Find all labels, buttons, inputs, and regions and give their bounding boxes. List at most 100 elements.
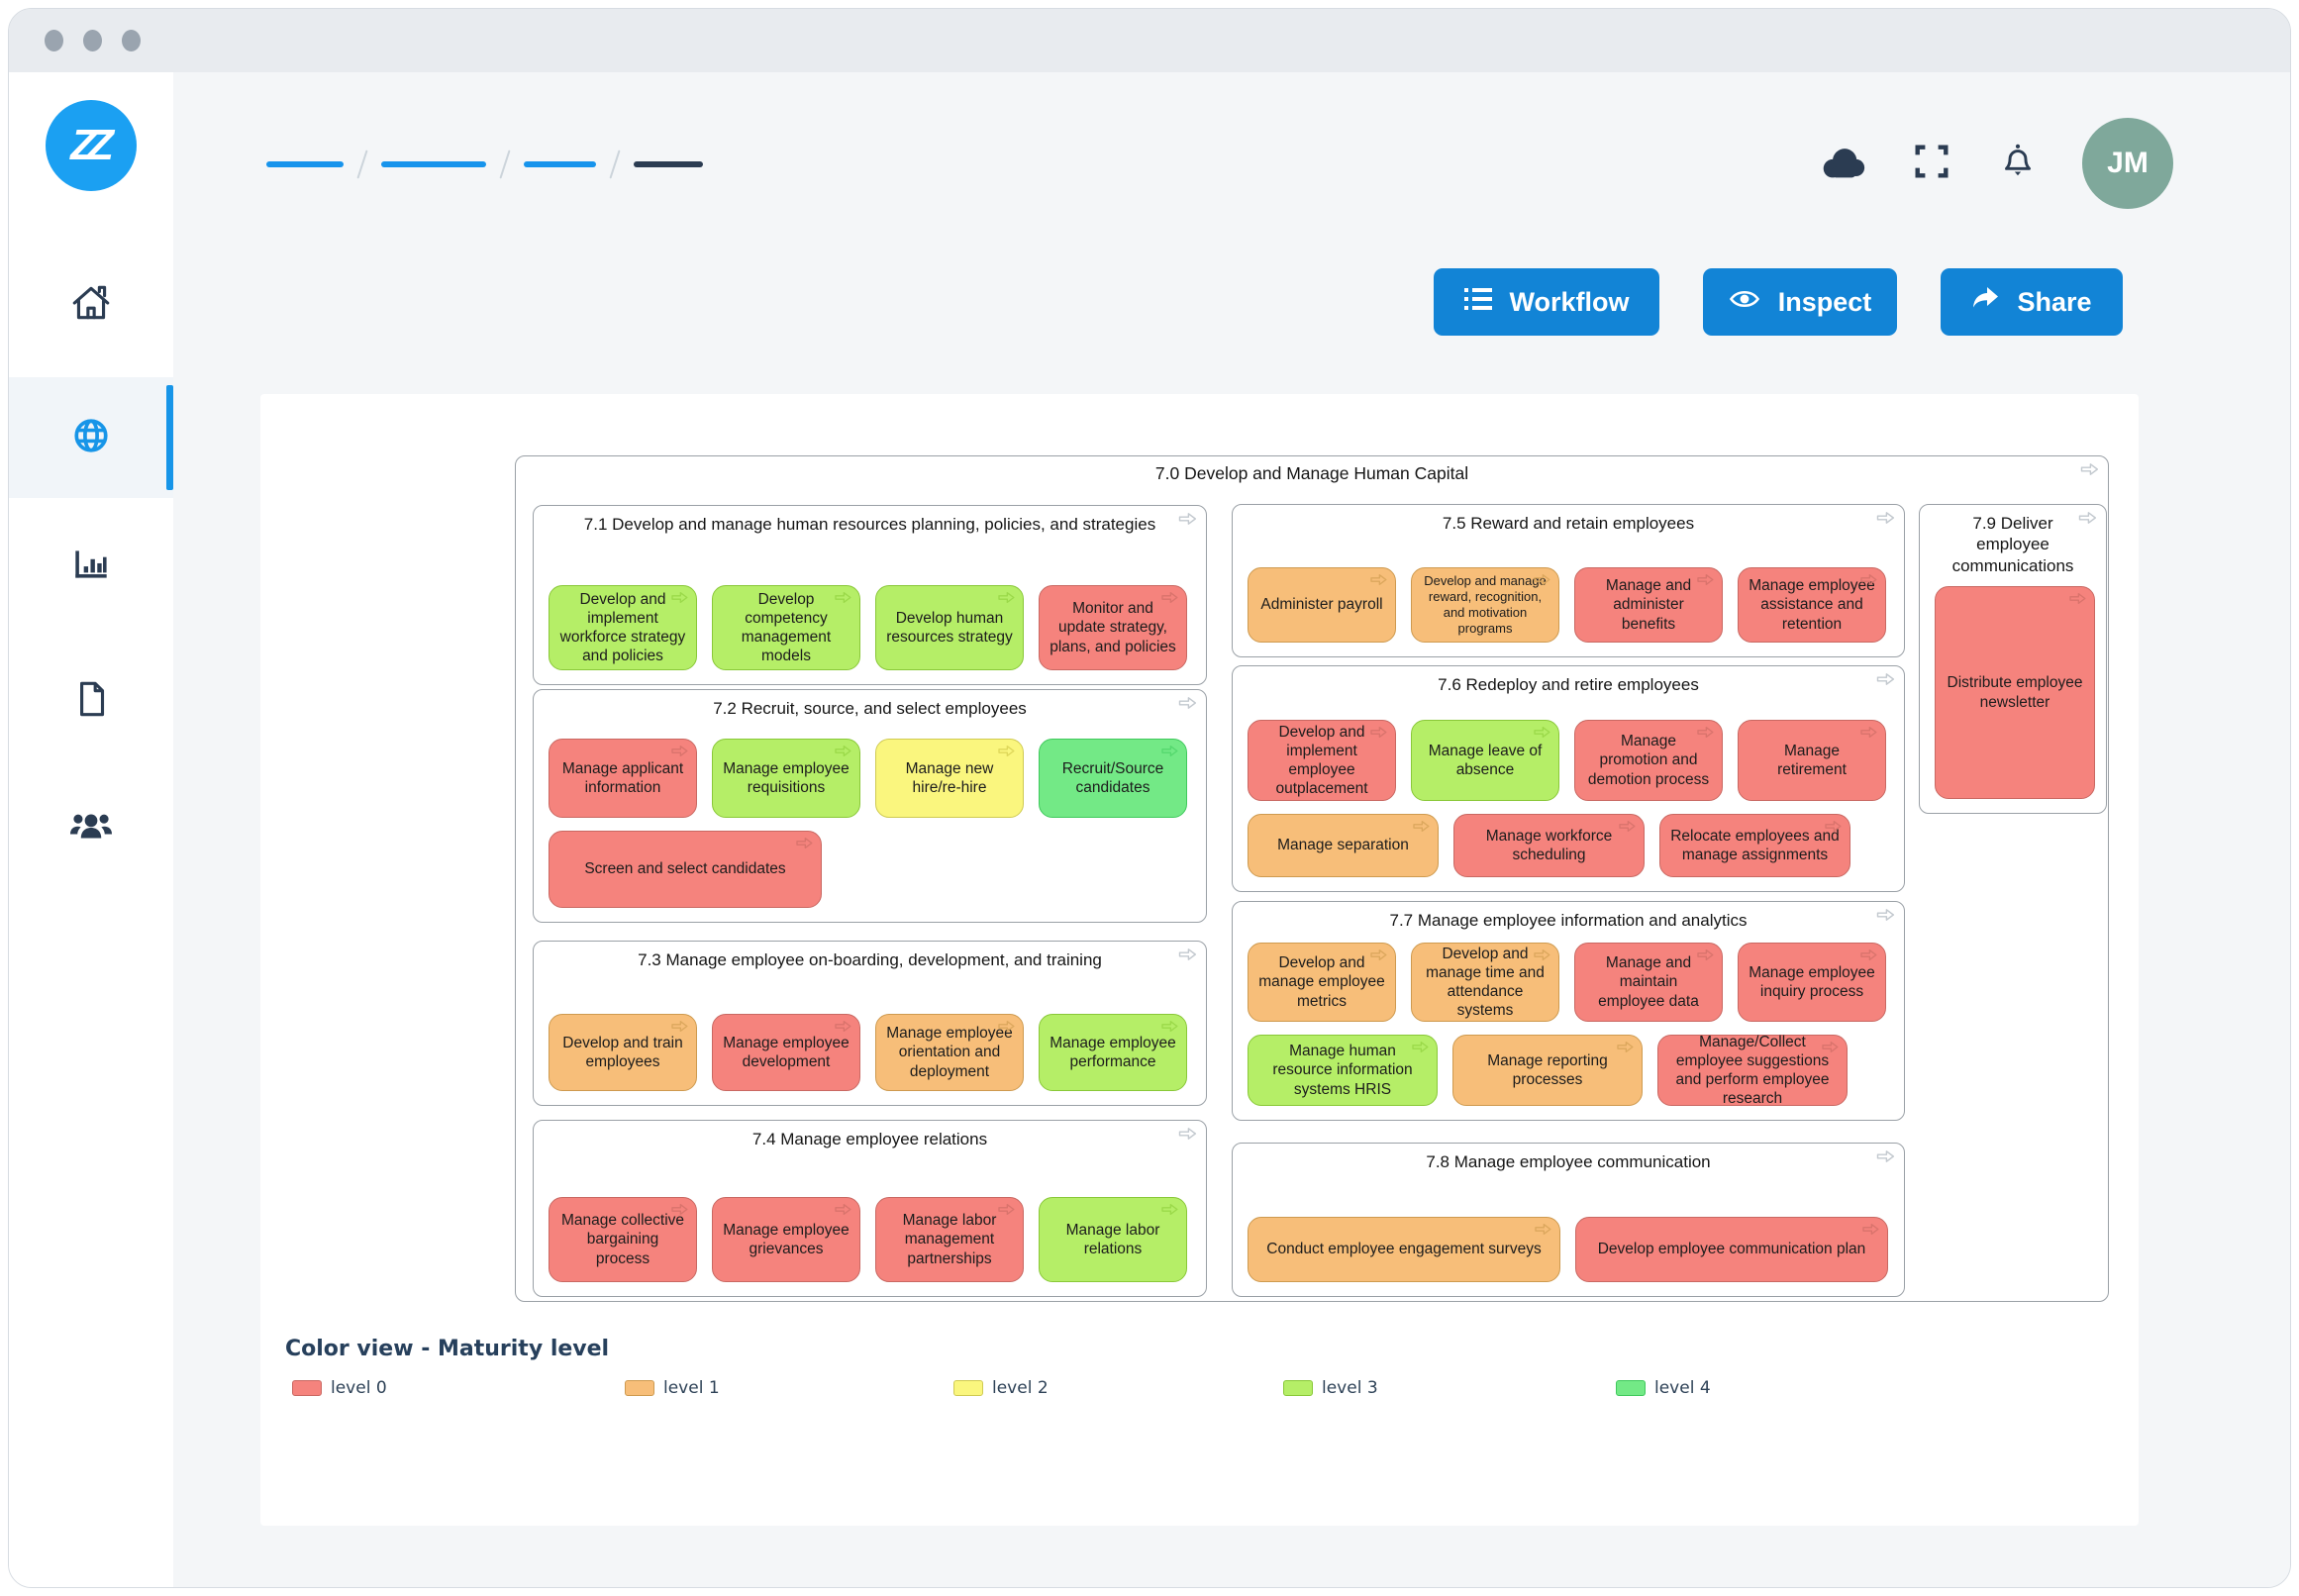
process-box[interactable]: Develop and manage reward, recognition, … — [1411, 567, 1559, 643]
open-arrow-icon[interactable] — [1176, 947, 1199, 967]
open-arrow-icon[interactable] — [1617, 819, 1638, 839]
process-box[interactable]: Distribute employee newsletter — [1935, 586, 2095, 799]
process-box[interactable]: Screen and select candidates — [549, 831, 822, 908]
open-arrow-icon[interactable] — [1823, 819, 1844, 839]
open-arrow-icon[interactable] — [2076, 510, 2099, 531]
process-box[interactable]: Manage separation — [1248, 814, 1439, 877]
process-box[interactable]: Manage employee requisitions — [712, 739, 860, 818]
process-box[interactable]: Manage labor relations — [1039, 1197, 1187, 1282]
open-arrow-icon[interactable] — [1858, 572, 1879, 592]
open-arrow-icon[interactable] — [1368, 572, 1389, 592]
open-arrow-icon[interactable] — [1532, 948, 1552, 967]
open-arrow-icon[interactable] — [669, 1202, 690, 1222]
process-box[interactable]: Administer payroll — [1248, 567, 1396, 643]
bell-icon[interactable] — [1995, 139, 2041, 189]
process-box[interactable]: Develop and implement workforce strategy… — [549, 585, 697, 670]
open-arrow-icon[interactable] — [1368, 725, 1389, 745]
open-arrow-icon[interactable] — [1695, 725, 1716, 745]
process-box[interactable]: Manage employee performance — [1039, 1014, 1187, 1091]
open-arrow-icon[interactable] — [833, 744, 853, 763]
open-arrow-icon[interactable] — [1176, 1126, 1199, 1147]
open-arrow-icon[interactable] — [2067, 591, 2088, 611]
sidebar-item-analytics[interactable] — [9, 512, 173, 621]
process-box[interactable]: Manage human resource information system… — [1248, 1035, 1438, 1106]
process-box[interactable]: Manage retirement — [1738, 720, 1886, 801]
breadcrumb-link-placeholder[interactable] — [524, 161, 596, 167]
open-arrow-icon[interactable] — [1858, 948, 1879, 967]
sidebar-item-documents[interactable] — [9, 647, 173, 755]
open-arrow-icon[interactable] — [1368, 948, 1389, 967]
avatar[interactable]: JM — [2082, 118, 2173, 209]
open-arrow-icon[interactable] — [996, 744, 1017, 763]
process-box[interactable]: Manage new hire/re-hire — [875, 739, 1024, 818]
workflow-button[interactable]: Workflow — [1434, 268, 1659, 336]
process-box[interactable]: Manage leave of absence — [1411, 720, 1559, 801]
process-box[interactable]: Manage employee inquiry process — [1738, 943, 1886, 1022]
process-box[interactable]: Recruit/Source candidates — [1039, 739, 1187, 818]
open-arrow-icon[interactable] — [669, 744, 690, 763]
open-arrow-icon[interactable] — [1176, 511, 1199, 532]
open-arrow-icon[interactable] — [2078, 461, 2101, 482]
open-arrow-icon[interactable] — [1532, 572, 1552, 592]
fullscreen-icon[interactable] — [1910, 140, 1953, 188]
cloud-icon[interactable] — [1817, 142, 1868, 186]
open-arrow-icon[interactable] — [669, 590, 690, 610]
open-arrow-icon[interactable] — [996, 1202, 1017, 1222]
process-box[interactable]: Manage collective bargaining process — [549, 1197, 697, 1282]
process-box[interactable]: Manage employee grievances — [712, 1197, 860, 1282]
open-arrow-icon[interactable] — [1410, 1040, 1431, 1059]
open-arrow-icon[interactable] — [1615, 1040, 1636, 1059]
open-arrow-icon[interactable] — [1695, 572, 1716, 592]
open-arrow-icon[interactable] — [1820, 1040, 1841, 1059]
open-arrow-icon[interactable] — [1874, 907, 1897, 928]
open-arrow-icon[interactable] — [1532, 725, 1552, 745]
open-arrow-icon[interactable] — [1159, 590, 1180, 610]
open-arrow-icon[interactable] — [1874, 1148, 1897, 1169]
process-box[interactable]: Monitor and update strategy, plans, and … — [1039, 585, 1187, 670]
open-arrow-icon[interactable] — [1874, 510, 1897, 531]
open-arrow-icon[interactable] — [1159, 1202, 1180, 1222]
inspect-button[interactable]: Inspect — [1703, 268, 1897, 336]
share-button[interactable]: Share — [1941, 268, 2123, 336]
open-arrow-icon[interactable] — [833, 590, 853, 610]
open-arrow-icon[interactable] — [1860, 1222, 1881, 1242]
process-box[interactable]: Develop competency management models — [712, 585, 860, 670]
process-box[interactable]: Develop and manage employee metrics — [1248, 943, 1396, 1022]
open-arrow-icon[interactable] — [1874, 671, 1897, 692]
open-arrow-icon[interactable] — [833, 1202, 853, 1222]
process-box[interactable]: Manage and maintain employee data — [1574, 943, 1723, 1022]
process-box[interactable]: Manage workforce scheduling — [1453, 814, 1645, 877]
process-box[interactable]: Develop and train employees — [549, 1014, 697, 1091]
sidebar-item-map[interactable] — [9, 377, 173, 498]
breadcrumb-link-placeholder[interactable] — [266, 161, 344, 167]
process-box[interactable]: Manage employee development — [712, 1014, 860, 1091]
open-arrow-icon[interactable] — [1533, 1222, 1553, 1242]
process-box[interactable]: Relocate employees and manage assignment… — [1659, 814, 1850, 877]
open-arrow-icon[interactable] — [1695, 948, 1716, 967]
open-arrow-icon[interactable] — [1411, 819, 1432, 839]
open-arrow-icon[interactable] — [996, 1019, 1017, 1039]
sidebar-item-home[interactable] — [9, 250, 173, 359]
sidebar-item-users[interactable] — [9, 773, 173, 882]
process-box[interactable]: Manage applicant information — [549, 739, 697, 818]
open-arrow-icon[interactable] — [833, 1019, 853, 1039]
open-arrow-icon[interactable] — [1159, 744, 1180, 763]
process-box[interactable]: Manage promotion and demotion process — [1574, 720, 1723, 801]
process-box[interactable]: Conduct employee engagement surveys — [1248, 1217, 1560, 1282]
open-arrow-icon[interactable] — [1159, 1019, 1180, 1039]
app-logo[interactable]: ZZ — [46, 100, 137, 191]
process-box[interactable]: Develop employee communication plan — [1575, 1217, 1888, 1282]
process-box[interactable]: Manage and administer benefits — [1574, 567, 1723, 643]
open-arrow-icon[interactable] — [794, 836, 815, 855]
process-box[interactable]: Develop and manage time and attendance s… — [1411, 943, 1559, 1022]
open-arrow-icon[interactable] — [996, 590, 1017, 610]
process-box[interactable]: Develop human resources strategy — [875, 585, 1024, 670]
open-arrow-icon[interactable] — [1176, 695, 1199, 716]
open-arrow-icon[interactable] — [669, 1019, 690, 1039]
breadcrumb-link-placeholder[interactable] — [381, 161, 486, 167]
open-arrow-icon[interactable] — [1858, 725, 1879, 745]
process-box[interactable]: Manage labor management partnerships — [875, 1197, 1024, 1282]
process-box[interactable]: Manage employee orientation and deployme… — [875, 1014, 1024, 1091]
process-box[interactable]: Develop and implement employee outplacem… — [1248, 720, 1396, 801]
process-box[interactable]: Manage employee assistance and retention — [1738, 567, 1886, 643]
